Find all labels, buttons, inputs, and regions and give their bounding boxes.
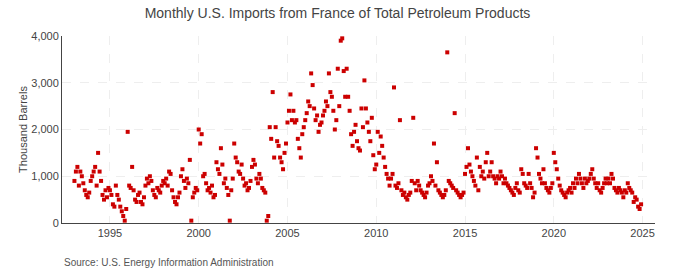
svg-text:1,000: 1,000	[31, 170, 59, 182]
svg-text:2010: 2010	[364, 227, 388, 239]
svg-text:0: 0	[53, 217, 59, 229]
svg-text:Source: U.S. Energy Informatio: Source: U.S. Energy Information Administ…	[64, 257, 274, 268]
svg-text:2025: 2025	[630, 227, 654, 239]
svg-text:2,000: 2,000	[31, 123, 59, 135]
svg-text:Monthly U.S. Imports from Fran: Monthly U.S. Imports from France of Tota…	[145, 5, 531, 21]
svg-text:Thousand Barrels: Thousand Barrels	[17, 86, 29, 173]
svg-text:4,000: 4,000	[31, 30, 59, 42]
svg-text:2005: 2005	[275, 227, 299, 239]
svg-text:2020: 2020	[542, 227, 566, 239]
svg-text:2015: 2015	[453, 227, 477, 239]
svg-text:3,000: 3,000	[31, 77, 59, 89]
svg-text:2000: 2000	[186, 227, 210, 239]
svg-text:1995: 1995	[98, 227, 122, 239]
